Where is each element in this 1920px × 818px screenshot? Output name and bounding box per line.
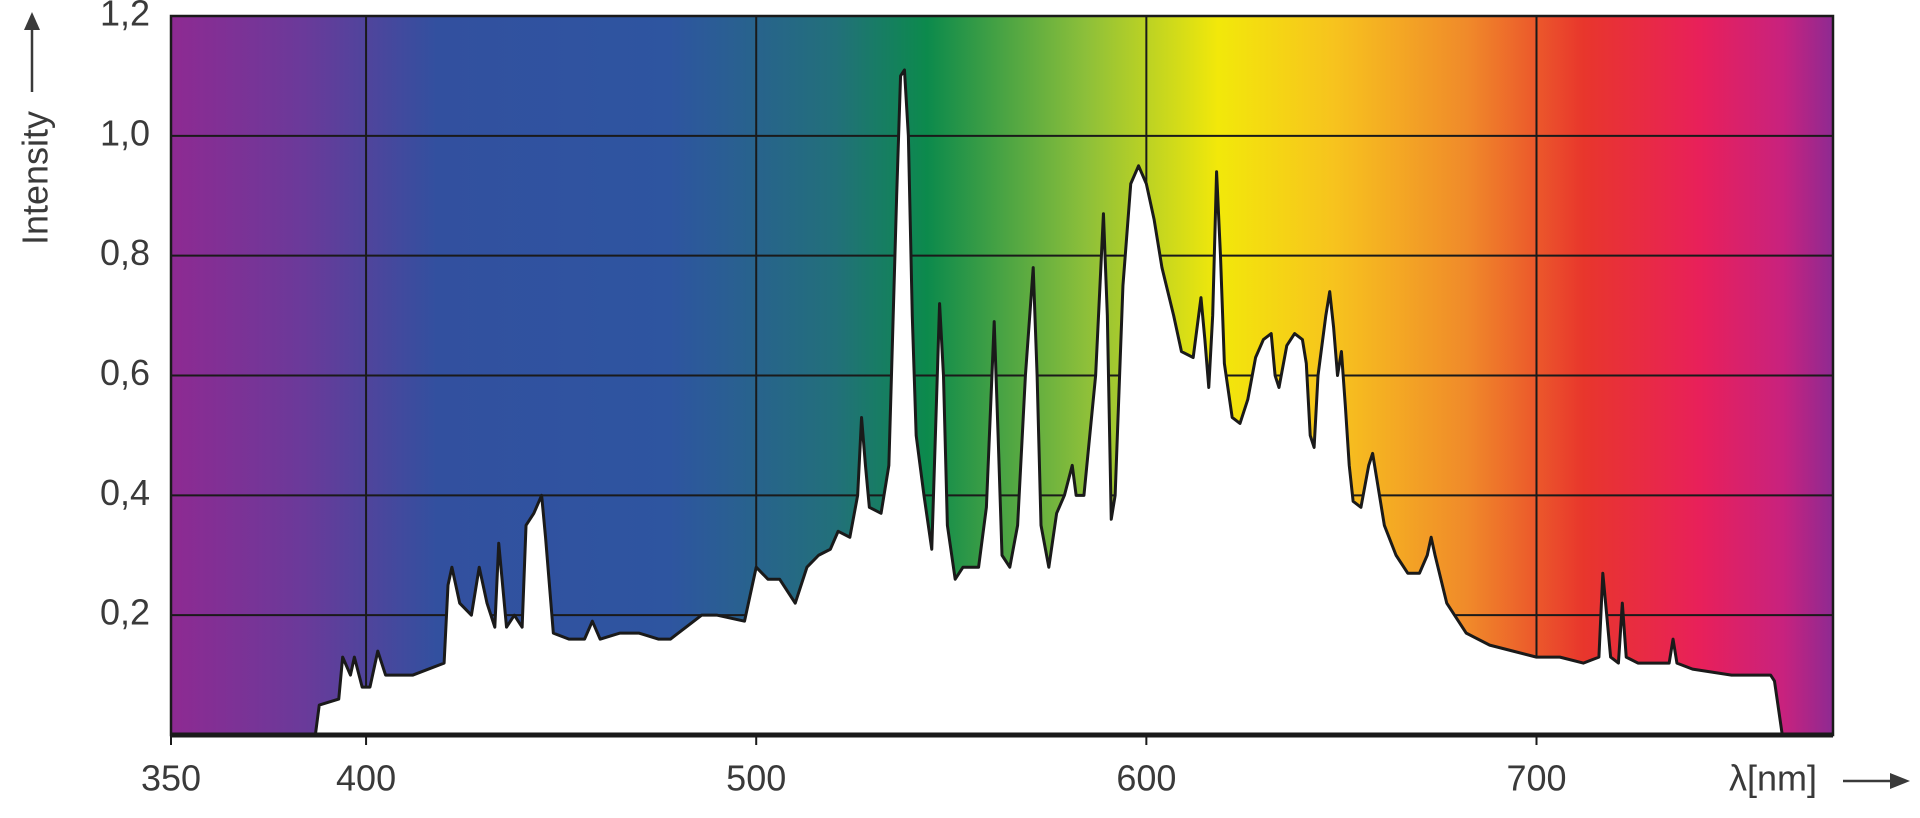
x-axis-label: λ[nm]: [1729, 758, 1817, 799]
y-tick-label: 0,2: [100, 592, 150, 633]
spectrum-area: [315, 69, 1783, 736]
x-axis-arrowhead: [1890, 773, 1910, 789]
x-tick-label: 400: [336, 758, 396, 799]
x-tick-label: 350: [141, 758, 201, 799]
spectrum-line: [313, 68, 1784, 736]
y-axis-label: Intensity: [15, 111, 56, 245]
y-axis-arrowhead: [24, 12, 40, 30]
x-tick-label: 600: [1116, 758, 1176, 799]
plot: [313, 68, 1784, 736]
y-tick-label: 1,0: [100, 112, 150, 153]
y-tick-label: 1,2: [100, 0, 150, 34]
x-tick-label: 700: [1506, 758, 1566, 799]
y-tick-label: 0,8: [100, 232, 150, 273]
y-tick-label: 0,6: [100, 352, 150, 393]
labels: 0,2 0,4 0,6 0,8 1,0 1,2 350 400 500 600 700: [100, 0, 1567, 799]
y-tick-label: 0,4: [100, 472, 150, 513]
x-tick-label: 500: [726, 758, 786, 799]
